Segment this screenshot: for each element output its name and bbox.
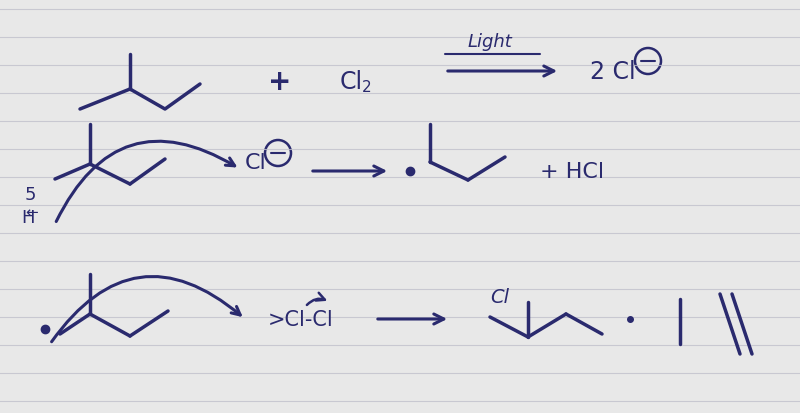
Text: + HCl: + HCl [540, 161, 604, 182]
Text: Cl: Cl [245, 153, 266, 173]
Text: 2: 2 [362, 80, 372, 95]
Text: ←: ← [26, 205, 38, 220]
Text: Cl: Cl [490, 288, 509, 307]
Text: 5: 5 [24, 185, 36, 204]
Text: 2 Cl: 2 Cl [590, 60, 636, 84]
Text: Cl: Cl [340, 70, 363, 94]
Text: Light: Light [468, 33, 512, 51]
Text: H: H [22, 209, 34, 226]
Text: >Cl-Cl: >Cl-Cl [268, 309, 334, 329]
Text: +: + [268, 68, 292, 96]
